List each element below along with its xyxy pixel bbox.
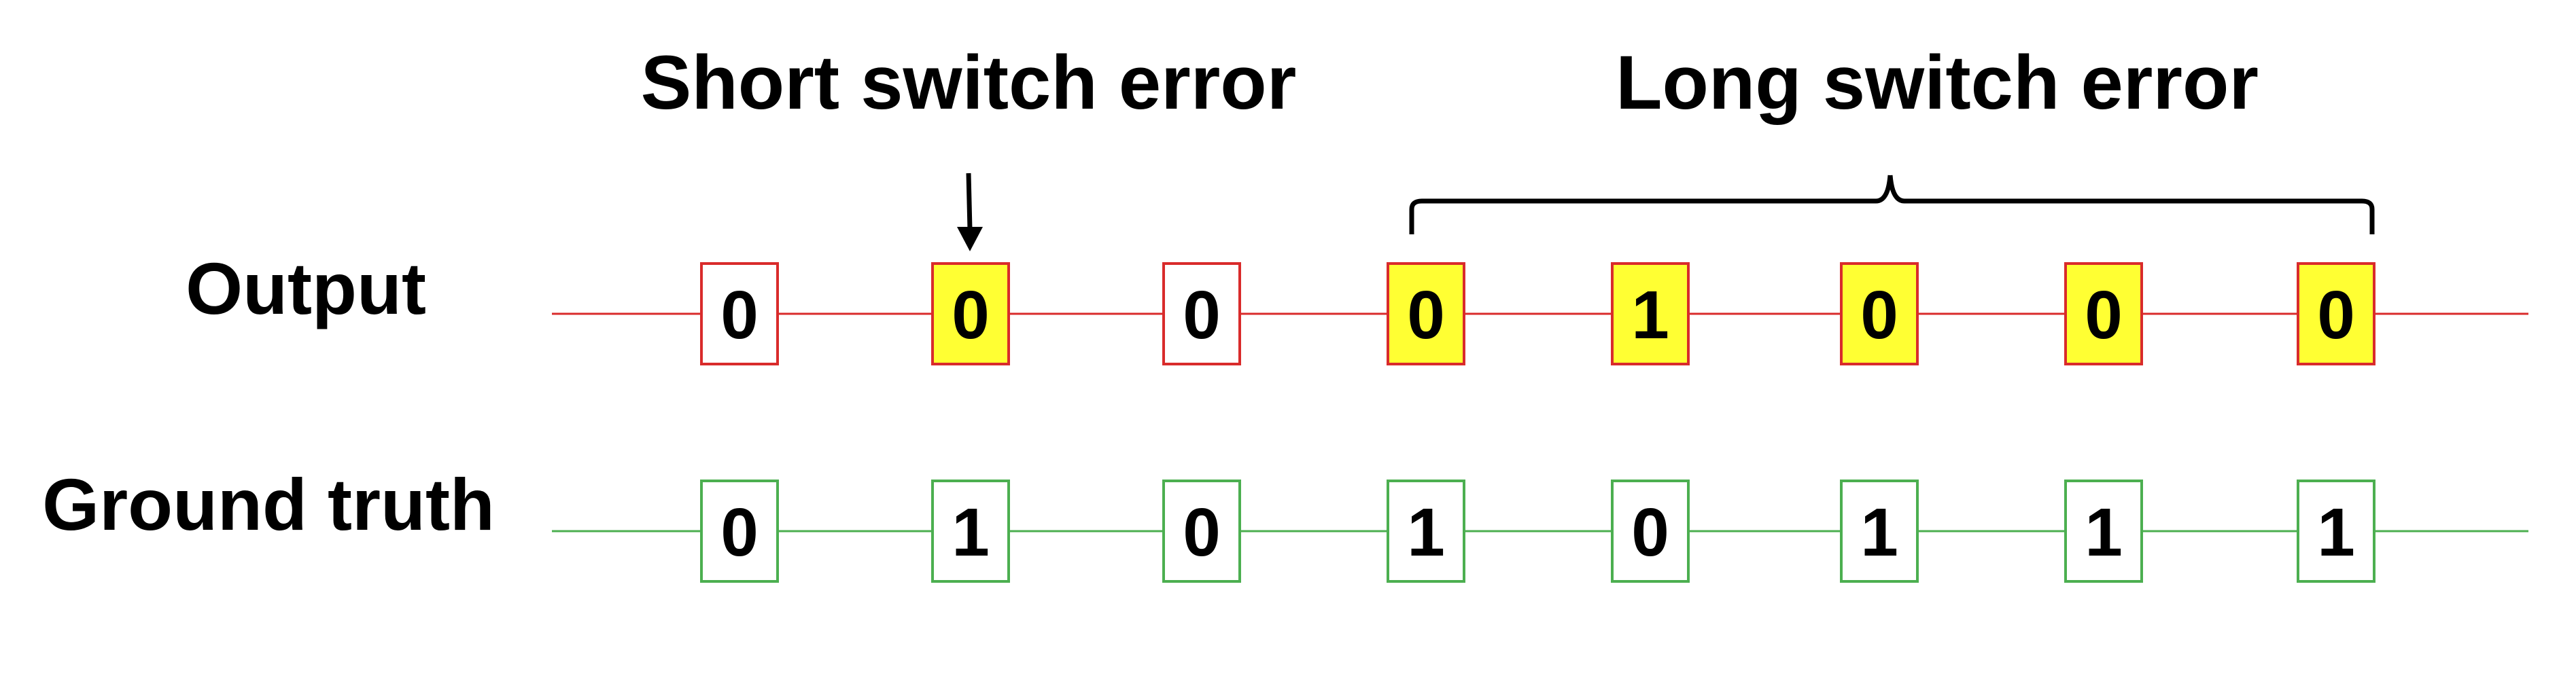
ground-truth-cell-value: 1 — [2317, 494, 2355, 571]
ground-truth-cell-box — [931, 480, 1010, 583]
ground-truth-cell: 1 — [2297, 480, 2375, 583]
output-cell-box — [700, 262, 779, 365]
down-arrow-icon — [957, 173, 983, 251]
output-row: 0 0 0 0 1 0 0 0 — [552, 262, 2528, 365]
ground-truth-cell-value: 1 — [1860, 494, 1898, 571]
ground-truth-cell-value: 1 — [2085, 494, 2123, 571]
ground-truth-cell-box — [700, 480, 779, 583]
output-cell: 0 — [931, 262, 1010, 365]
output-cell-box — [1387, 262, 1465, 365]
ground-truth-cell: 1 — [2064, 480, 2143, 583]
ground-truth-cell: 0 — [1162, 480, 1241, 583]
ground-truth-cell-value: 1 — [952, 494, 990, 571]
ground-truth-cell-value: 0 — [1631, 494, 1669, 571]
ground-truth-cell-value: 0 — [720, 494, 759, 571]
ground-truth-cell-box — [2064, 480, 2143, 583]
output-cell-box — [2064, 262, 2143, 365]
ground-truth-cell-box — [2297, 480, 2375, 583]
ground-truth-cell: 0 — [700, 480, 779, 583]
output-cell-value: 0 — [2317, 277, 2355, 353]
ground-truth-cell-box — [1162, 480, 1241, 583]
output-cell-value: 0 — [1407, 277, 1445, 353]
ground-truth-cell-box — [1387, 480, 1465, 583]
output-cell-box — [1162, 262, 1241, 365]
output-row-label: Output — [186, 247, 426, 329]
output-cell: 0 — [700, 262, 779, 365]
output-cell: 0 — [1162, 262, 1241, 365]
ground-truth-cell: 1 — [1840, 480, 1919, 583]
ground-truth-cell: 1 — [1387, 480, 1465, 583]
output-cell-box — [2297, 262, 2375, 365]
ground-truth-cell-value: 1 — [1407, 494, 1445, 571]
ground-truth-row-label: Ground truth — [42, 463, 495, 545]
output-cell: 0 — [1840, 262, 1919, 365]
output-cell-box — [931, 262, 1010, 365]
output-cell-value: 0 — [952, 277, 990, 353]
ground-truth-cell-box — [1611, 480, 1690, 583]
long-switch-error-title: Long switch error — [1616, 40, 2259, 125]
output-cell-value: 0 — [2085, 277, 2123, 353]
curly-brace-icon — [1409, 175, 2375, 234]
output-cell-value: 0 — [720, 277, 759, 353]
output-cell-box — [1840, 262, 1919, 365]
ground-truth-cell-box — [1840, 480, 1919, 583]
output-cell: 0 — [2064, 262, 2143, 365]
output-cell: 0 — [1387, 262, 1465, 365]
output-cell-value: 1 — [1631, 277, 1669, 353]
output-cell: 1 — [1611, 262, 1690, 365]
ground-truth-cell-value: 0 — [1183, 494, 1221, 571]
output-cell-box — [1611, 262, 1690, 365]
output-cell-value: 0 — [1183, 277, 1221, 353]
short-switch-error-title: Short switch error — [641, 40, 1297, 125]
output-cell: 0 — [2297, 262, 2375, 365]
ground-truth-cell: 0 — [1611, 480, 1690, 583]
output-cell-value: 0 — [1860, 277, 1898, 353]
ground-truth-cell: 1 — [931, 480, 1010, 583]
ground-truth-row: 0 1 0 1 0 1 1 1 — [552, 480, 2528, 583]
